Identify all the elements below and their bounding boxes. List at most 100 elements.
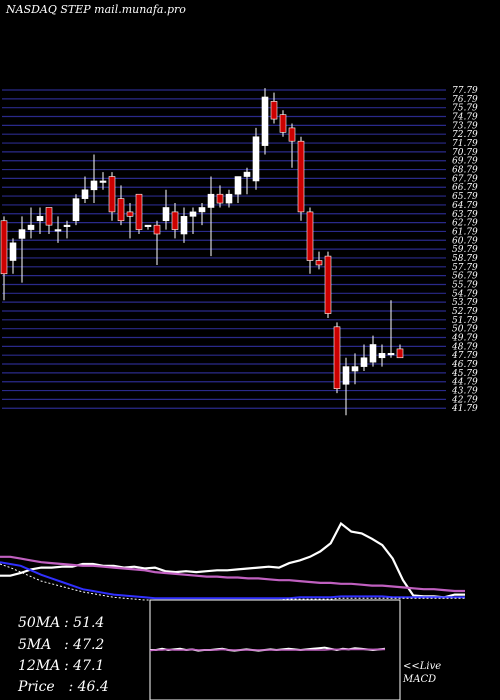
stat-5ma: 5MA : 47.2 <box>18 637 104 653</box>
y-tick-label: 65.79 <box>452 192 478 202</box>
candle-up <box>72 198 80 222</box>
candle-up <box>81 189 89 199</box>
stat-50ma: 50MA: 51.4 <box>18 615 104 631</box>
y-tick-label: 63.79 <box>452 210 478 220</box>
y-tick-label: 51.79 <box>452 316 478 326</box>
y-tick-label: 53.79 <box>452 298 478 308</box>
stat-value: : 46.4 <box>64 679 109 695</box>
y-tick-label: 61.79 <box>452 227 478 237</box>
candle-up <box>198 207 206 213</box>
candle-down <box>306 211 314 261</box>
y-tick-label: 59.79 <box>452 245 478 255</box>
candle-up <box>90 180 98 191</box>
y-tick-label: 60.79 <box>452 236 478 246</box>
candle-up <box>234 176 242 195</box>
chart-title: NASDAQ STEP mail.munafa.pro <box>6 3 186 16</box>
indicator-line-blue <box>0 561 465 600</box>
y-tick-label: 45.79 <box>451 369 478 379</box>
candle-up <box>36 216 44 222</box>
stat-label: 5MA <box>18 637 52 653</box>
y-tick-label: 72.79 <box>452 130 478 140</box>
candle-down <box>135 193 143 230</box>
candle-up <box>261 96 269 146</box>
candle-up <box>369 344 377 363</box>
price-axis-labels: 77.7976.7975.7974.7973.7972.7971.7970.79… <box>451 86 478 414</box>
candle-up <box>162 207 170 222</box>
candle-up <box>252 136 260 182</box>
y-tick-label: 48.79 <box>451 342 478 352</box>
y-tick-label: 58.79 <box>452 254 478 264</box>
candle-up <box>342 366 350 385</box>
y-tick-label: 76.79 <box>452 95 478 105</box>
candle-down <box>288 127 296 142</box>
candle-up <box>189 211 197 217</box>
candle-up <box>360 357 368 367</box>
y-tick-label: 70.79 <box>452 148 478 158</box>
moving-average-panel <box>0 521 465 601</box>
candle-down <box>324 255 332 314</box>
y-tick-label: 57.79 <box>452 263 478 273</box>
macd-label: MACD <box>403 674 437 685</box>
candle-up <box>387 353 395 356</box>
candle-down <box>117 198 125 222</box>
y-tick-label: 54.79 <box>452 289 478 299</box>
candle-down <box>333 326 341 389</box>
y-tick-label: 46.79 <box>451 360 478 370</box>
y-tick-label: 55.79 <box>452 280 478 290</box>
candle-up <box>99 180 107 183</box>
candle-down <box>0 220 8 275</box>
y-tick-label: 44.79 <box>451 378 478 388</box>
y-tick-label: 50.79 <box>452 325 478 335</box>
y-tick-label: 74.79 <box>452 113 478 123</box>
candle-up <box>243 171 251 177</box>
y-tick-label: 77.79 <box>452 86 478 96</box>
candle-down <box>279 114 287 133</box>
y-tick-label: 49.79 <box>451 334 478 344</box>
y-tick-label: 69.79 <box>452 157 478 167</box>
y-tick-label: 52.79 <box>452 307 478 317</box>
y-tick-label: 62.79 <box>452 219 478 229</box>
candle-up <box>9 242 17 261</box>
candle-down <box>171 211 179 230</box>
candle-up <box>378 353 386 359</box>
indicator-line-violet <box>0 555 465 593</box>
y-tick-label: 64.79 <box>452 201 478 211</box>
y-tick-label: 41.79 <box>451 404 478 414</box>
y-tick-label: 73.79 <box>452 121 478 131</box>
candle-down <box>315 260 323 266</box>
macd-live-link[interactable]: <<Live <box>403 661 442 672</box>
candlestick-series <box>0 88 404 416</box>
candle-up <box>18 229 26 239</box>
y-tick-label: 47.79 <box>451 351 478 361</box>
stat-label: 50MA <box>18 615 61 631</box>
candle-down <box>126 211 134 217</box>
stat-value: : 51.4 <box>64 615 105 631</box>
stat-price: Price : 46.4 <box>18 679 109 695</box>
macd-lines <box>149 646 386 652</box>
y-tick-label: 68.79 <box>452 166 478 176</box>
y-tick-label: 66.79 <box>452 183 478 193</box>
candle-down <box>270 101 278 120</box>
candle-up <box>351 366 359 372</box>
y-tick-label: 42.79 <box>451 395 478 405</box>
y-tick-label: 43.79 <box>451 387 478 397</box>
macd-signal-line <box>149 648 385 652</box>
y-tick-label: 56.79 <box>452 272 478 282</box>
candle-down <box>153 224 161 235</box>
y-tick-label: 71.79 <box>452 139 478 149</box>
candle-up <box>27 224 35 230</box>
candle-up <box>54 229 62 232</box>
stat-12ma: 12MA: 47.1 <box>18 658 104 674</box>
y-tick-label: 75.79 <box>452 104 478 114</box>
candle-down <box>396 348 404 359</box>
stat-label: 12MA <box>18 658 61 674</box>
price-grid <box>2 89 446 409</box>
candle-down <box>216 193 224 204</box>
candle-down <box>297 140 305 213</box>
candle-up <box>63 224 71 227</box>
candle-up <box>225 193 233 204</box>
stat-value: : 47.2 <box>64 637 105 653</box>
candle-up <box>207 193 215 208</box>
candle-down <box>45 207 53 226</box>
candle-down <box>108 176 116 213</box>
